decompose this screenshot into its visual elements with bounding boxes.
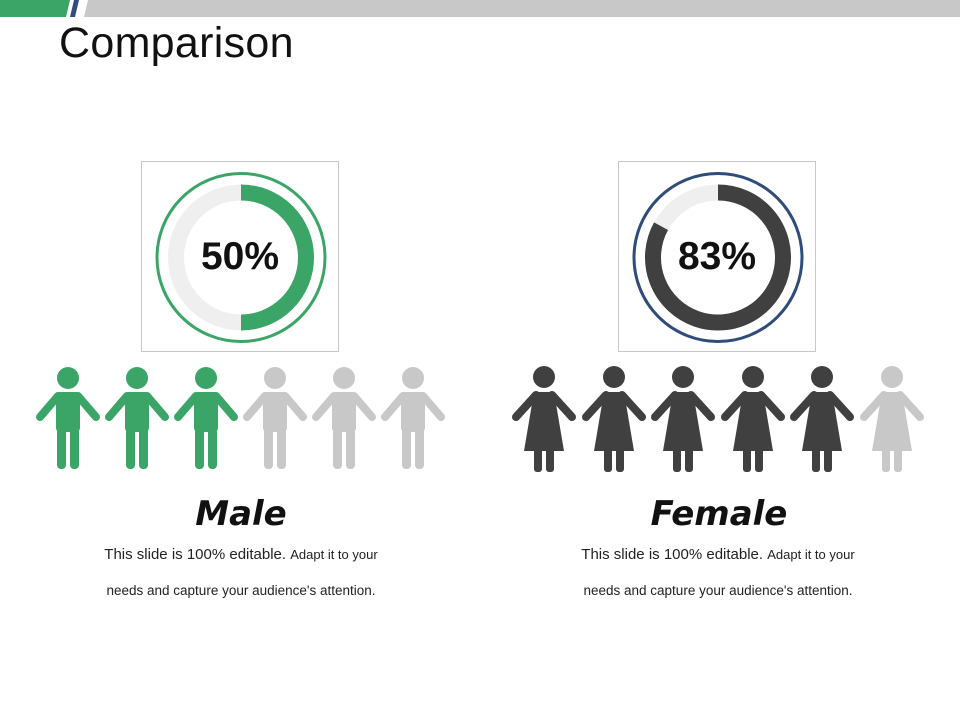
female-person-icon bbox=[512, 366, 576, 472]
male-person-icon bbox=[174, 367, 238, 469]
male-figures-row bbox=[34, 362, 446, 478]
male-percent-panel: 50% bbox=[141, 161, 339, 352]
female-person-icon bbox=[859, 366, 924, 472]
male-description-text2: Adapt it to your bbox=[290, 547, 378, 562]
male-person-icon bbox=[243, 367, 307, 469]
male-description-line1: This slide is 100% editable. Adapt it to… bbox=[71, 544, 411, 580]
top-accent-bar bbox=[0, 0, 960, 17]
female-description-text1: This slide is 100% editable. bbox=[581, 546, 764, 563]
female-person-icon bbox=[720, 366, 785, 472]
female-description-text2: Adapt it to your bbox=[767, 547, 855, 562]
male-donut-chart bbox=[155, 172, 327, 343]
female-description: This slide is 100% editable. Adapt it to… bbox=[548, 544, 888, 602]
female-description-line2: needs and capture your audience's attent… bbox=[583, 583, 853, 598]
female-person-icon bbox=[651, 366, 715, 472]
female-percent-value: 83% bbox=[677, 234, 757, 278]
male-label: Male bbox=[195, 494, 287, 534]
male-description-line2: needs and capture your audience's attent… bbox=[106, 583, 376, 598]
male-donut-value-arc bbox=[240, 184, 314, 331]
male-percent-value: 50% bbox=[200, 234, 280, 278]
female-label: Female bbox=[650, 494, 788, 534]
female-description-line1: This slide is 100% editable. Adapt it to… bbox=[548, 544, 888, 580]
male-person-icon bbox=[381, 367, 445, 469]
male-person-icon bbox=[36, 367, 100, 469]
female-donut-chart bbox=[632, 172, 804, 343]
male-donut-outline bbox=[155, 172, 327, 343]
male-description: This slide is 100% editable. Adapt it to… bbox=[71, 544, 411, 602]
female-donut-value-arc bbox=[645, 184, 791, 331]
male-description-text1: This slide is 100% editable. bbox=[104, 546, 287, 563]
female-percent-panel: 83% bbox=[618, 161, 816, 352]
male-person-icon bbox=[312, 367, 376, 469]
female-figures-row bbox=[510, 362, 926, 478]
female-person-icon bbox=[790, 366, 854, 472]
male-person-icon bbox=[105, 367, 169, 469]
female-donut-outline bbox=[632, 172, 804, 343]
female-person-icon bbox=[581, 366, 646, 472]
page-title: Comparison bbox=[59, 19, 294, 67]
